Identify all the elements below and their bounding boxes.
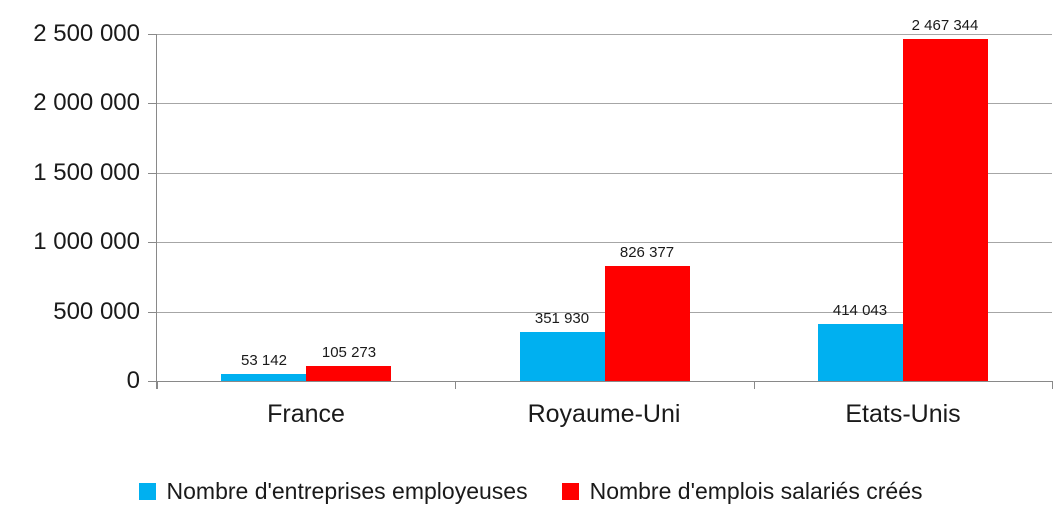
y-axis-tick: [148, 312, 156, 313]
y-axis-tick-label: 1 000 000: [33, 228, 140, 255]
bar-value-label: 414 043: [832, 302, 888, 319]
y-axis-tick-label: 1 500 000: [33, 159, 140, 186]
x-axis-category-label: Royaume-Uni: [527, 400, 681, 428]
legend-item-entreprises: Nombre d'entreprises employeuses: [138, 478, 528, 505]
chart-legend: Nombre d'entreprises employeuses Nombre …: [0, 478, 1061, 505]
legend-swatch-blue: [138, 483, 156, 500]
gridline: [157, 242, 1052, 243]
gridline: [157, 34, 1052, 35]
bar-emplois-france: [306, 366, 391, 381]
y-axis-tick: [148, 173, 156, 174]
y-axis-tick: [148, 381, 156, 382]
legend-item-emplois: Nombre d'emplois salariés créés: [561, 478, 923, 505]
x-axis-tick: [1052, 381, 1053, 389]
gridline: [157, 173, 1052, 174]
bar-value-label: 826 377: [619, 244, 675, 261]
bar-emplois-royaume-uni: [605, 266, 690, 381]
gridline: [157, 381, 1052, 382]
gridline: [157, 103, 1052, 104]
bar-entreprises-etats-unis: [818, 324, 903, 381]
bar-value-label: 351 930: [534, 310, 590, 327]
x-axis-tick: [455, 381, 456, 389]
legend-swatch-red: [561, 483, 579, 500]
legend-label: Nombre d'emplois salariés créés: [589, 478, 923, 504]
y-axis-tick-label: 2 500 000: [33, 20, 140, 47]
x-axis-category-label: France: [267, 400, 345, 428]
bar-entreprises-france: [221, 374, 306, 381]
bar-value-label: 53 142: [241, 352, 287, 369]
x-axis-tick: [754, 381, 755, 389]
y-axis-tick-label: 0: [126, 367, 140, 394]
y-axis-tick: [148, 103, 156, 104]
gridline: [157, 312, 1052, 313]
bar-value-label: 2 467 344: [911, 17, 979, 34]
y-axis-tick: [148, 34, 156, 35]
legend-label: Nombre d'entreprises employeuses: [166, 478, 528, 504]
plot-area: 53 142 105 273 France 351 930 826 377 Royaume…: [148, 17, 1053, 428]
y-axis-labels: 0 500 000 1 000 000 1 500 000 2 000 000 2 500…: [0, 21, 140, 394]
bar-value-label: 105 273: [321, 344, 377, 361]
y-axis-tick-label: 2 000 000: [33, 89, 140, 116]
bar-entreprises-royaume-uni: [520, 332, 605, 381]
bar-emplois-etats-unis: [903, 39, 988, 381]
x-axis-tick: [157, 381, 158, 389]
x-axis-category-label: Etats-Unis: [845, 400, 961, 428]
y-axis-tick-label: 500 000: [53, 298, 140, 325]
y-axis-line: [156, 34, 157, 389]
y-axis-tick: [148, 242, 156, 243]
